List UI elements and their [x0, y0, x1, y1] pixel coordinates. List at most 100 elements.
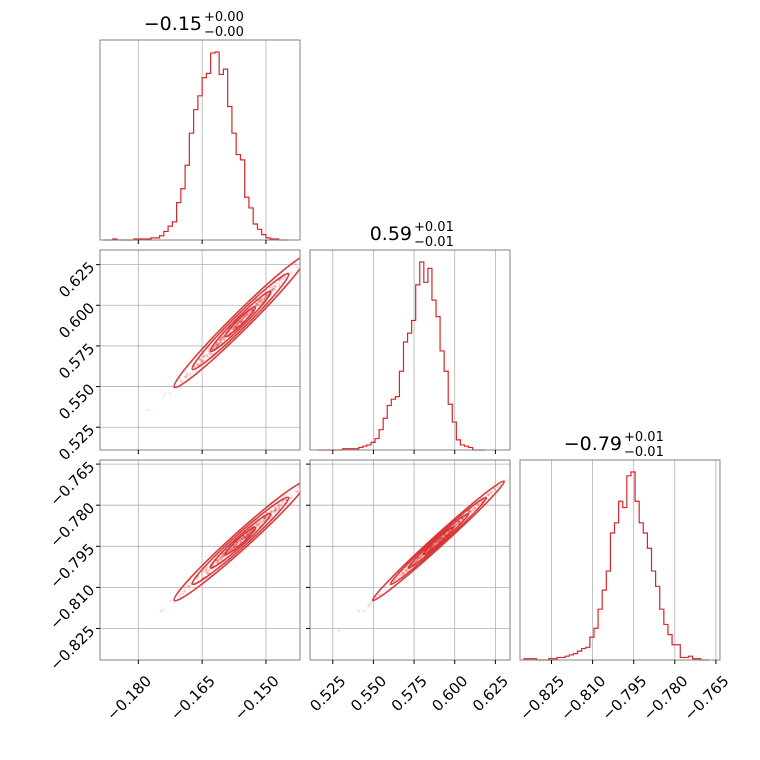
sample-point [199, 359, 202, 362]
sample-point [257, 523, 260, 526]
sample-point [489, 494, 493, 497]
sample-point [216, 342, 219, 346]
sample-point [393, 579, 396, 582]
sample-point [387, 583, 390, 587]
sample-point [251, 308, 254, 311]
param-title-lower: −0.00 [204, 25, 244, 40]
panel-frame [99, 249, 301, 451]
sample-point [247, 533, 250, 536]
sample-point [433, 544, 436, 547]
sample-point [263, 296, 266, 299]
sample-point [434, 542, 437, 546]
sample-point [240, 537, 243, 540]
sample-point [232, 546, 235, 549]
sample-point [241, 537, 245, 540]
param-title-lower: −0.01 [624, 445, 664, 460]
sample-point [472, 507, 476, 510]
sample-point [239, 320, 242, 323]
sample-point [238, 539, 242, 542]
sample-point [476, 504, 480, 507]
sample-point [264, 518, 267, 521]
sample-point [244, 313, 248, 316]
sample-point [245, 313, 248, 317]
contour-3 [422, 526, 455, 556]
sample-point [399, 573, 402, 576]
sample-point [268, 288, 272, 291]
sample-point [272, 509, 275, 513]
y-tick-label: −0.765 [46, 458, 98, 510]
x-tick-label: −0.810 [557, 672, 609, 724]
sample-point [236, 322, 239, 325]
sample-point [290, 495, 293, 498]
sample-point [438, 538, 441, 541]
sample-point [188, 374, 191, 377]
sample-point [257, 303, 260, 306]
histogram-2 [523, 471, 710, 661]
sample-point [436, 541, 439, 544]
sample-point [196, 364, 199, 367]
sample-point [241, 536, 245, 539]
sample-point [278, 502, 281, 505]
sample-point [439, 537, 442, 540]
sample-point [274, 507, 277, 510]
sample-point [419, 554, 423, 558]
sample-point [293, 490, 296, 493]
param-title-upper: +0.01 [624, 430, 664, 445]
sample-point [274, 506, 277, 509]
sample-point [420, 554, 424, 557]
sample-point [478, 503, 481, 506]
sample-point [493, 487, 496, 490]
sample-point [247, 532, 250, 536]
sample-point [240, 320, 244, 323]
sample-point [249, 530, 252, 534]
sample-point [262, 298, 266, 301]
sample-point [273, 284, 277, 288]
sample-point [202, 352, 206, 355]
sample-point [201, 358, 204, 361]
sample-point [251, 308, 254, 312]
sample-point [218, 555, 221, 559]
sample-point [281, 502, 284, 506]
contour-0 [173, 254, 300, 389]
sample-point [516, 469, 518, 471]
sample-point [215, 343, 218, 347]
sample-point [435, 540, 438, 543]
sample-point [187, 584, 190, 588]
sample-point [369, 603, 373, 606]
sample-point [435, 541, 438, 544]
x-tick-label: 0.525 [306, 672, 349, 715]
sample-point [241, 318, 244, 321]
sample-point [232, 328, 235, 331]
sample-point [378, 593, 381, 596]
sample-point [255, 525, 258, 528]
sample-point [440, 537, 443, 540]
sample-point [377, 593, 381, 597]
sample-point [222, 555, 225, 558]
sample-point [246, 534, 249, 537]
sample-point [207, 355, 210, 359]
sample-point [207, 353, 210, 356]
sample-point [302, 482, 304, 484]
sample-point [201, 359, 204, 363]
sample-point [277, 504, 280, 507]
sample-point [369, 601, 372, 604]
sample-point [497, 485, 500, 489]
sample-point [254, 302, 258, 306]
sample-point [220, 338, 223, 341]
sample-point [400, 573, 403, 576]
sample-point [443, 534, 446, 537]
sample-point [219, 558, 223, 561]
sample-point [161, 608, 165, 611]
sample-point [240, 317, 244, 321]
sample-point [419, 556, 422, 559]
sample-point [440, 536, 443, 540]
sample-point [302, 483, 304, 485]
sample-point [246, 532, 250, 535]
sample-point [440, 537, 444, 540]
sample-point [238, 319, 242, 322]
sample-point [442, 534, 445, 537]
sample-point [193, 365, 196, 368]
y-tick-label: −0.825 [46, 622, 98, 674]
sample-point [274, 511, 277, 515]
